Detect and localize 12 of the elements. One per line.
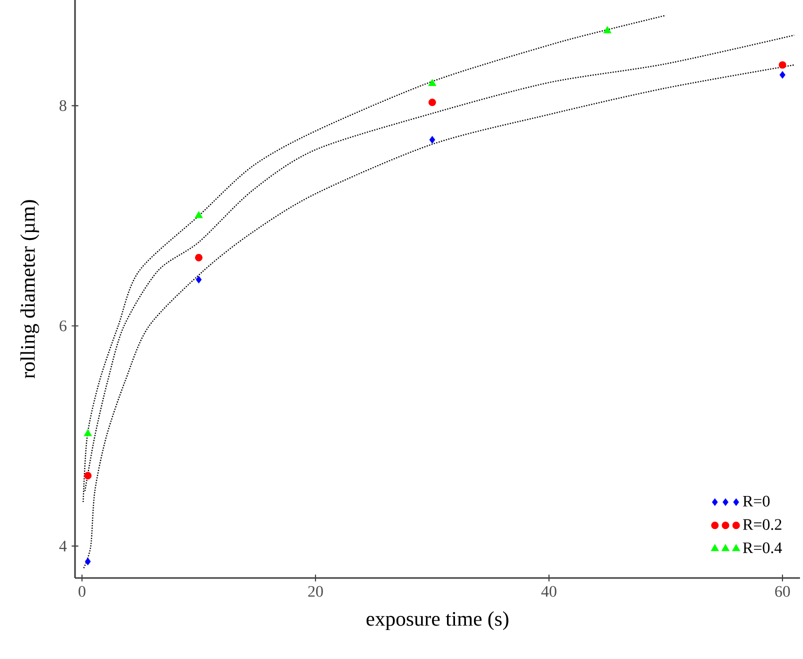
x-tick-label: 60 [775,586,790,597]
x-tick-label: 0 [78,586,86,597]
legend-label: R=0.2 [742,519,782,530]
x-tick-label: 20 [308,586,323,597]
y-axis-title: rolling diameter (µm) [20,200,40,378]
legend-label: R=0.4 [742,542,782,554]
x-tick-label: 40 [541,586,556,597]
y-tick-label: 8 [60,100,66,112]
y-tick-label: 6 [60,320,66,332]
y-tick-label: 4 [59,540,67,552]
legend-label: R=0 [742,496,770,507]
x-axis-title: exposure time (s) [366,611,508,630]
